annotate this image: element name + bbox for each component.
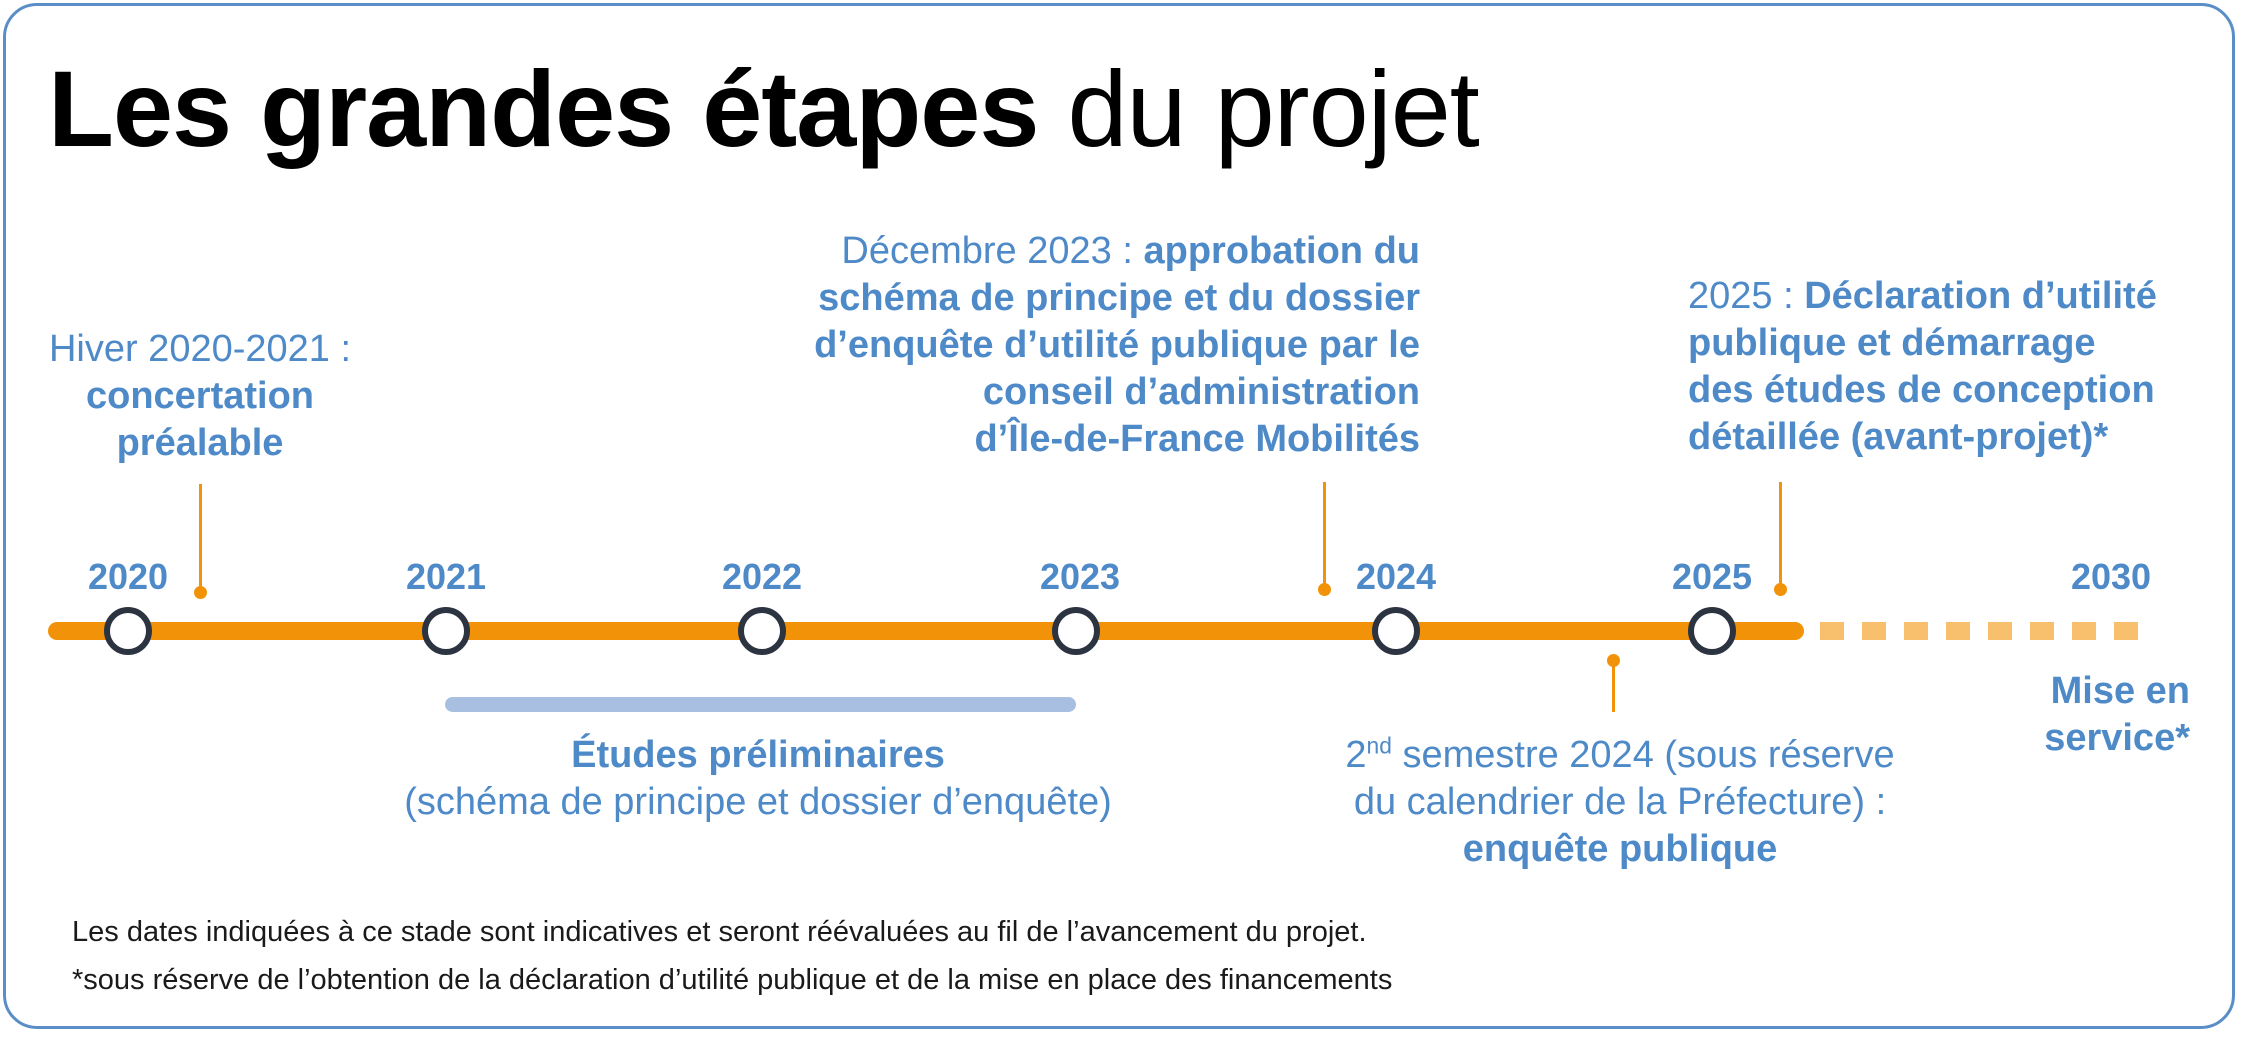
- year-node-2022: [738, 607, 786, 655]
- year-label-2021: 2021: [405, 556, 487, 597]
- footnote-2: *sous réserve de l’obtention de la décla…: [72, 964, 1393, 996]
- milestone-2025-date: 2025 :: [1688, 275, 1794, 317]
- year-label-2022: 2022: [721, 556, 803, 597]
- milestone-hiver-date: Hiver 2020-2021 :: [48, 328, 352, 370]
- milestone-dec2023-line1: approbation du: [1143, 230, 1420, 272]
- phase-title: Études préliminaires: [571, 734, 945, 776]
- milestone-dec2023-line2: schéma de principe et du dossier: [818, 277, 1420, 319]
- milestone-2025-line2: publique et démarrage: [1688, 322, 2096, 364]
- milestone-dec2023-line3: d’enquête d’utilité publique par le: [814, 324, 1420, 366]
- mise-line2: service*: [2044, 717, 2190, 759]
- milestone-2025: 2025 : Déclaration d’utilité publique et…: [1688, 273, 2157, 461]
- milestone-2025-line3: des études de conception: [1688, 369, 2155, 411]
- future-dash: [1946, 622, 1970, 640]
- enquete-line2: du calendrier de la Préfecture) :: [1353, 781, 1887, 823]
- footnotes: Les dates indiquées à ce stade sont indi…: [72, 908, 1392, 1004]
- milestone-enquete: 2nd semestre 2024 (sous réserve du calen…: [1290, 732, 1950, 873]
- milestone-dec2023-line5: d’Île-de-France Mobilités: [974, 418, 1420, 460]
- enquete-sup: nd: [1366, 732, 1392, 759]
- phase-bar-etudes: [445, 697, 1076, 712]
- footnote-1: Les dates indiquées à ce stade sont indi…: [72, 916, 1367, 948]
- milestone-hiver: Hiver 2020-2021 : concertation préalable: [20, 326, 380, 467]
- future-dash: [2030, 622, 2054, 640]
- enquete-line3: enquête publique: [1462, 828, 1778, 870]
- year-label-2024: 2024: [1355, 556, 1437, 597]
- year-node-2025: [1688, 607, 1736, 655]
- milestone-mise-en-service: Mise en service*: [1980, 668, 2190, 762]
- page-title: Les grandes étapes du projet: [48, 44, 1480, 174]
- milestone-hiver-line2: préalable: [116, 422, 284, 464]
- year-label-2023: 2023: [1039, 556, 1121, 597]
- enquete-num: 2: [1345, 734, 1367, 776]
- year-node-2023: [1052, 607, 1100, 655]
- year-label-2025: 2025: [1671, 556, 1753, 597]
- milestone-2025-line4: détaillée (avant-projet)*: [1688, 416, 2109, 458]
- year-node-2021: [422, 607, 470, 655]
- milestone-hiver-line1: concertation: [85, 375, 315, 417]
- tick-dec2023: [1323, 482, 1326, 588]
- phase-subtitle: (schéma de principe et dossier d’enquête…: [404, 781, 1112, 823]
- milestone-dec2023: Décembre 2023 : approbation du schéma de…: [640, 228, 1420, 463]
- tick-dot-dec2023: [1317, 583, 1331, 596]
- tick-dot-hiver: [193, 586, 207, 599]
- future-dash: [1904, 622, 1928, 640]
- year-label-2030: 2030: [2070, 556, 2152, 597]
- timeline-axis: [48, 622, 1804, 640]
- title-light: du projet: [1067, 48, 1479, 169]
- milestone-dec2023-date: Décembre 2023 :: [841, 230, 1133, 272]
- future-dash: [1988, 622, 2012, 640]
- tick-hiver: [199, 484, 202, 590]
- milestone-2025-line1: Déclaration d’utilité: [1804, 275, 2157, 317]
- year-label-2020: 2020: [87, 556, 169, 597]
- title-bold: Les grandes étapes: [48, 48, 1039, 169]
- future-dash: [1862, 622, 1886, 640]
- year-node-2020: [104, 607, 152, 655]
- infographic-frame: [3, 3, 2235, 1029]
- year-node-2024: [1372, 607, 1420, 655]
- tick-2025: [1779, 482, 1782, 588]
- mise-line1: Mise en: [2050, 670, 2190, 712]
- milestone-dec2023-line4: conseil d’administration: [982, 371, 1420, 413]
- future-dash: [2072, 622, 2096, 640]
- tick-dot-2025: [1773, 583, 1787, 596]
- enquete-line1: semestre 2024 (sous réserve: [1391, 734, 1895, 776]
- future-dash: [1820, 622, 1844, 640]
- tick-enquete: [1612, 660, 1615, 712]
- future-dash: [2114, 622, 2138, 640]
- phase-label-etudes: Études préliminaires (schéma de principe…: [378, 732, 1138, 826]
